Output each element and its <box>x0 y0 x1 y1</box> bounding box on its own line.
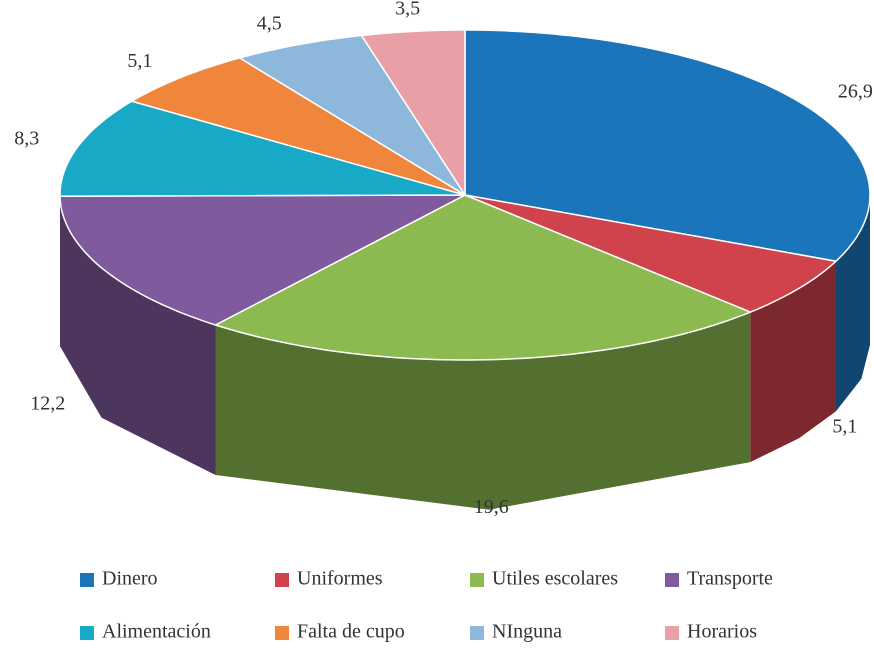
slice <box>237 34 466 196</box>
legend-swatch <box>275 626 289 640</box>
legend-swatch <box>80 573 94 587</box>
data-label: 5,1 <box>832 416 857 438</box>
slice <box>360 29 466 198</box>
data-labels: 26,9 5,1 19,6 12,2 8,3 5,1 4,5 3,5 <box>14 0 873 518</box>
slice <box>464 194 838 313</box>
legend-label: NInguna <box>492 621 562 643</box>
legend-swatch <box>80 626 94 640</box>
slice <box>213 194 753 361</box>
legend-label: Utiles escolares <box>492 568 618 590</box>
legend-swatch <box>665 626 679 640</box>
legend-swatch <box>470 573 484 587</box>
legend-swatch <box>470 626 484 640</box>
slice-side <box>215 312 751 510</box>
slice <box>59 194 466 326</box>
slice-side <box>750 261 836 463</box>
data-label: 19,6 <box>474 496 509 518</box>
legend-label: Horarios <box>687 621 757 643</box>
legend-label: Alimentación <box>102 621 211 643</box>
data-label: 3,5 <box>395 0 420 20</box>
slice <box>59 100 466 197</box>
pie-tops <box>59 29 871 361</box>
legend-label: Transporte <box>687 568 773 590</box>
data-label: 26,9 <box>838 81 873 103</box>
data-label: 5,1 <box>127 50 152 72</box>
legend-swatch <box>665 573 679 587</box>
slice <box>129 57 466 196</box>
legend: Dinero Uniformes Utiles escolares Transport… <box>80 568 773 643</box>
data-label: 8,3 <box>14 128 39 150</box>
legend-swatch <box>275 573 289 587</box>
legend-label: Uniformes <box>297 568 383 590</box>
legend-label: Dinero <box>102 568 158 590</box>
legend-label: Falta de cupo <box>297 621 405 643</box>
data-label: 12,2 <box>30 392 65 414</box>
slice-side <box>836 195 870 412</box>
slice <box>464 29 871 263</box>
data-label: 4,5 <box>257 13 282 35</box>
